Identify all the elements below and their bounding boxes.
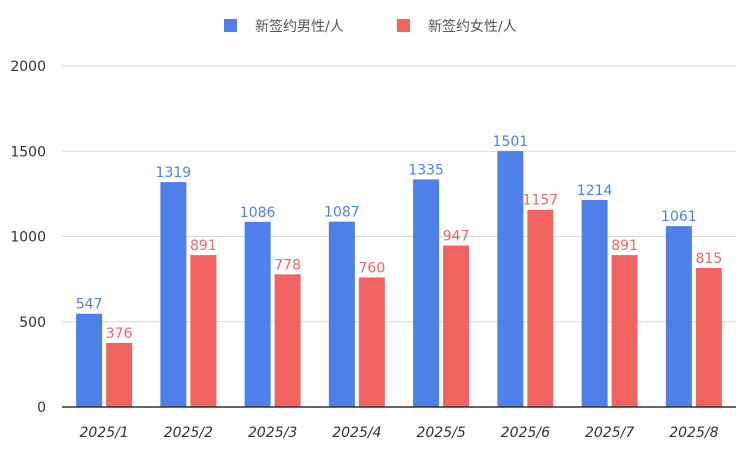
value-label-female: 815 [696, 251, 723, 267]
x-axis-ticks: 2025/1 2025/2 2025/3 2025/4 2025/5 2025/6 2025… [79, 425, 718, 441]
value-label-male: 1319 [156, 165, 192, 181]
value-label-female: 891 [190, 238, 217, 254]
value-label-female: 1157 [523, 193, 559, 209]
value-label-male: 1335 [408, 162, 444, 178]
bar-female [695, 268, 722, 407]
x-tick-label: 2025/3 [248, 425, 297, 441]
legend-swatch-female [397, 19, 410, 32]
bar-female [358, 277, 385, 407]
y-tick-label: 2000 [10, 59, 46, 75]
bar-male [76, 313, 103, 407]
y-tick-label: 500 [19, 315, 46, 331]
bar-female [527, 209, 554, 407]
legend-swatch-male [224, 19, 237, 32]
bar-female [611, 255, 638, 407]
x-tick-label: 2025/4 [332, 425, 381, 441]
x-tick-label: 2025/1 [79, 425, 128, 441]
value-label-male: 547 [76, 297, 103, 313]
legend: 新签约男性/人 新签约女性/人 [224, 18, 517, 35]
value-label-female: 376 [106, 326, 133, 342]
x-tick-label: 2025/5 [416, 425, 465, 441]
bar-female [190, 255, 217, 407]
value-label-male: 1087 [324, 205, 360, 221]
value-label-male: 1086 [240, 205, 276, 221]
y-tick-label: 1500 [10, 144, 46, 160]
bar-female [274, 274, 301, 407]
value-label-male: 1061 [661, 209, 697, 225]
bar-male [581, 200, 608, 407]
bar-male [497, 151, 524, 407]
bar-female [106, 342, 133, 407]
bar-male [413, 179, 440, 407]
x-tick-label: 2025/6 [501, 425, 550, 441]
x-tick-label: 2025/7 [585, 425, 634, 441]
value-label-male: 1501 [493, 134, 529, 150]
value-label-female: 778 [274, 257, 301, 273]
y-tick-label: 1000 [10, 230, 46, 246]
value-label-female: 891 [611, 238, 638, 254]
legend-label-male: 新签约男性/人 [255, 18, 344, 35]
x-tick-label: 2025/8 [669, 425, 718, 441]
bar-male [665, 226, 692, 407]
y-tick-label: 0 [37, 400, 46, 416]
value-label-female: 947 [443, 229, 470, 245]
value-label-male: 1214 [577, 183, 613, 199]
legend-label-female: 新签约女性/人 [428, 18, 517, 35]
bar-male [328, 221, 355, 407]
value-label-female: 760 [359, 260, 386, 276]
bars [76, 151, 722, 407]
bar-male [160, 182, 187, 407]
x-tick-label: 2025/2 [164, 425, 213, 441]
bar-male [244, 221, 271, 407]
y-axis-ticks: 0 500 1000 1500 2000 [10, 59, 46, 416]
bar-female [443, 245, 470, 407]
